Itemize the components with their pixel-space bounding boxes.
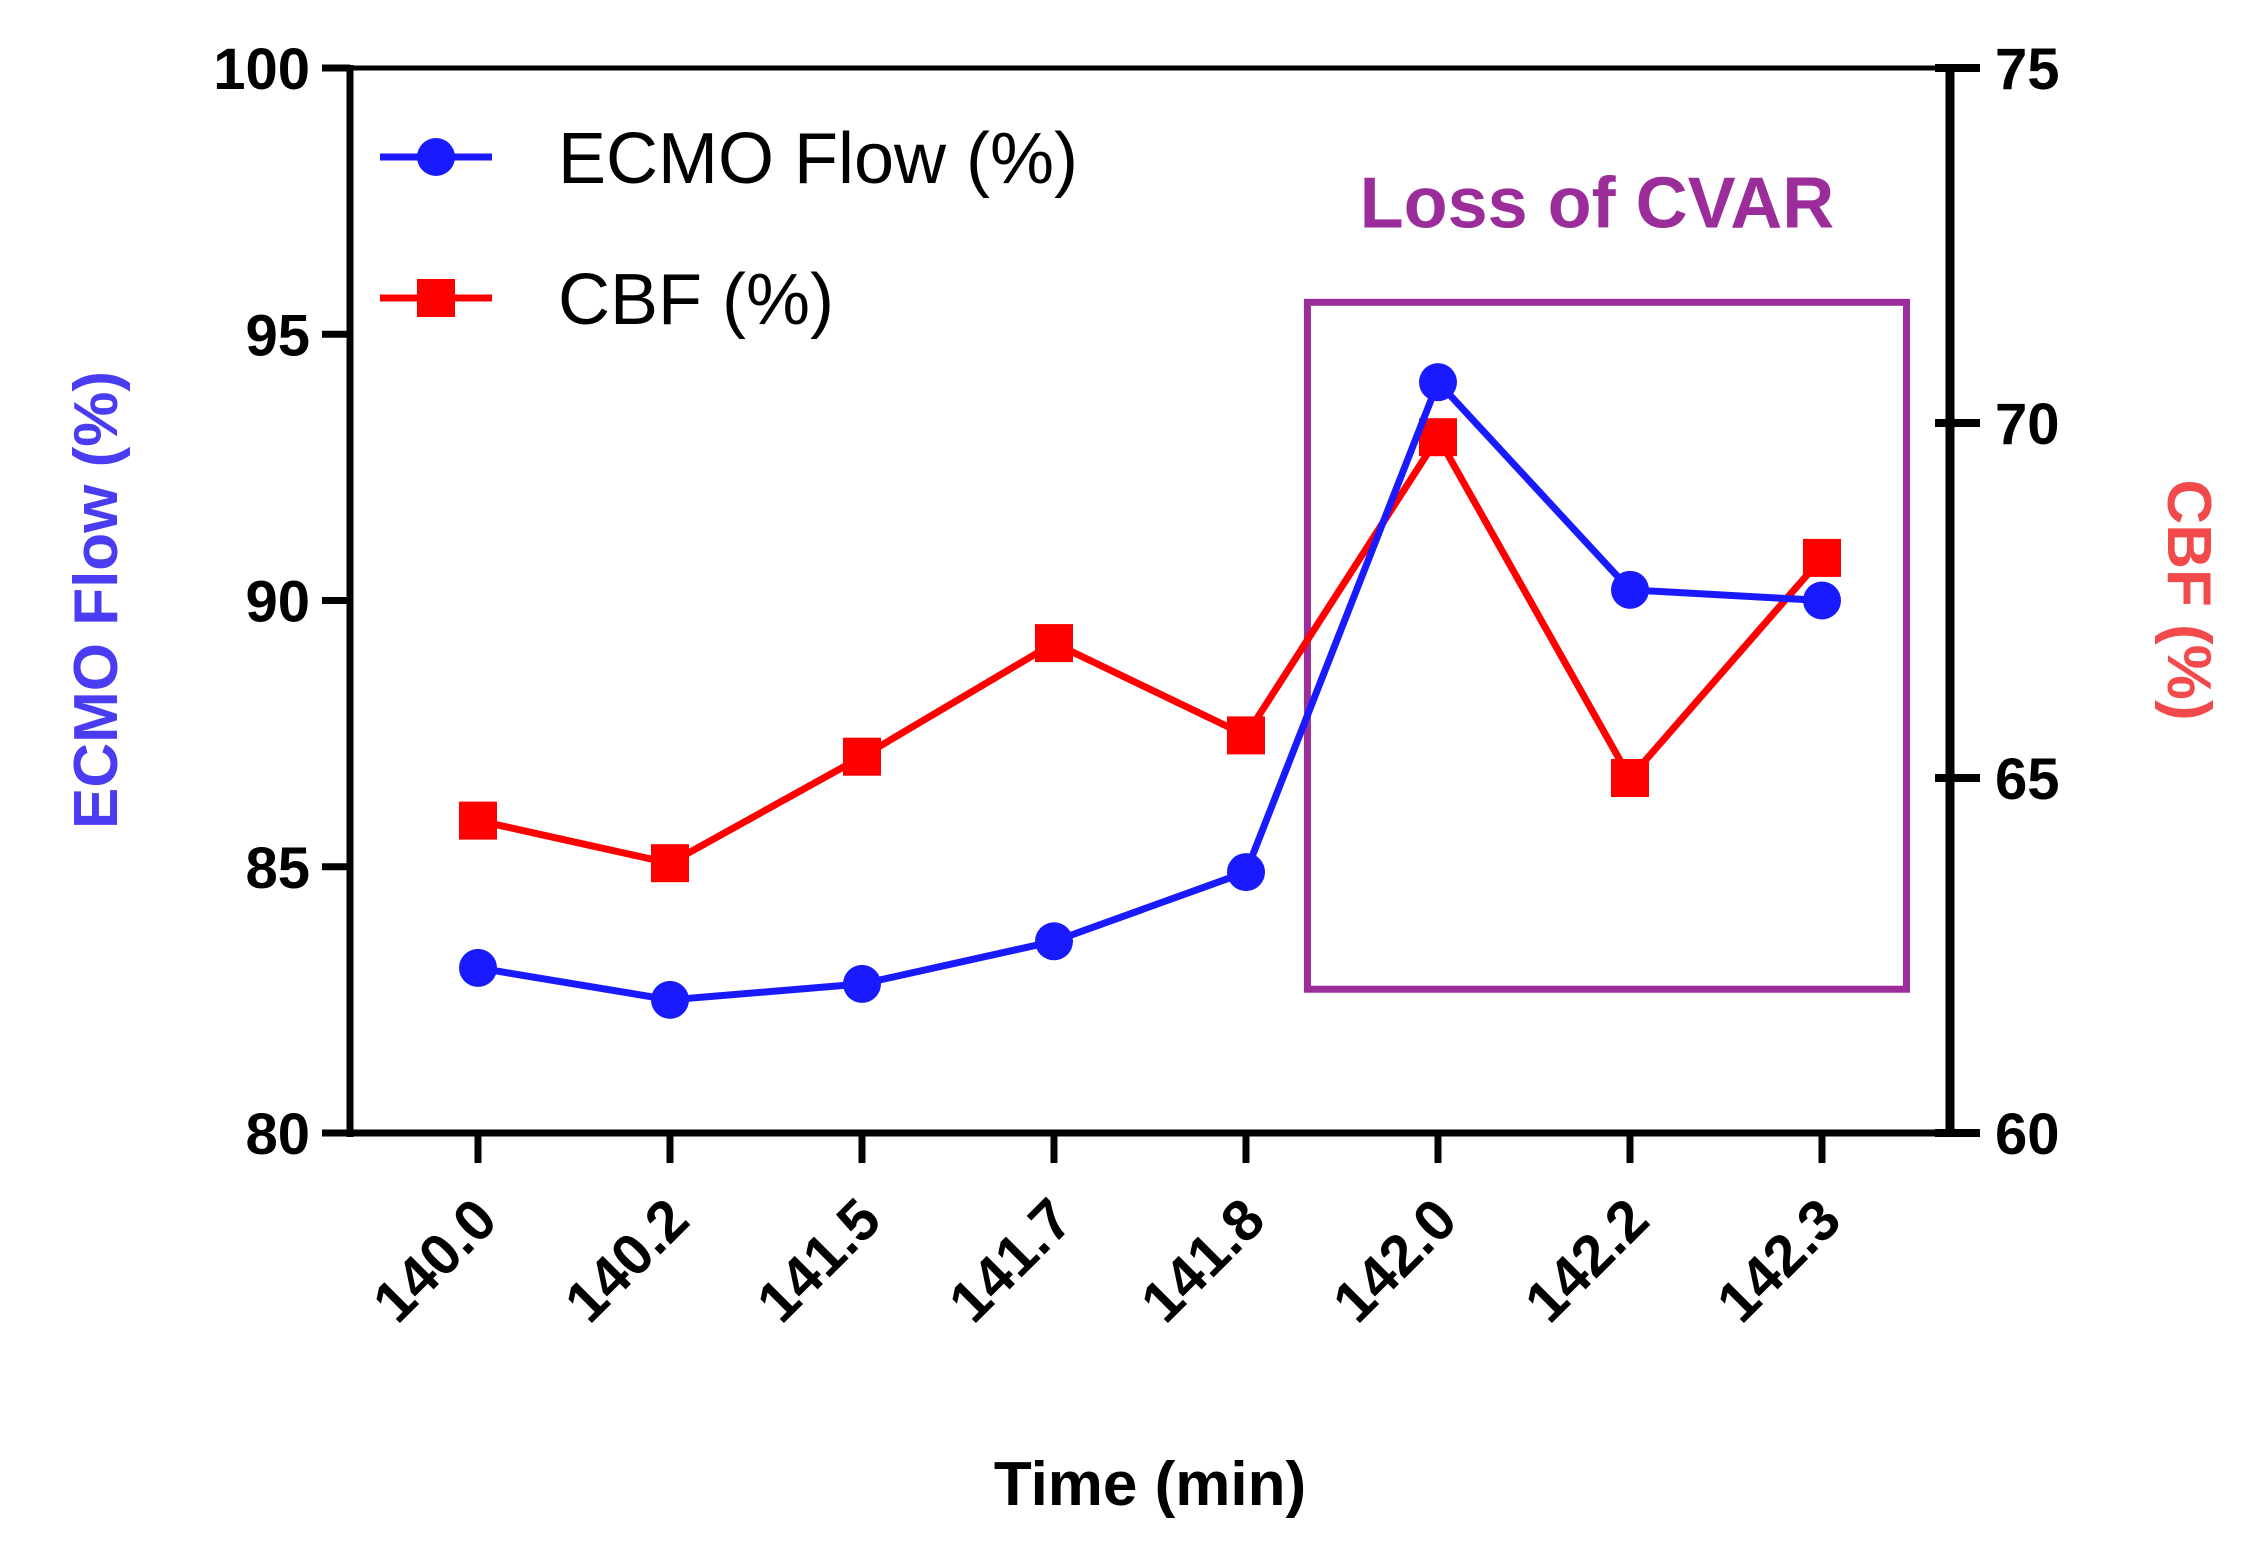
- x-tick-label: 140.0: [361, 1186, 510, 1335]
- x-tick-label: 142.3: [1705, 1186, 1854, 1335]
- legend-ecmo-label: ECMO Flow (%): [558, 119, 1078, 199]
- cbf-point: [843, 737, 881, 776]
- ecmo-series-line: [477, 375, 1823, 1004]
- y-left-tick-label: 85: [245, 836, 310, 901]
- y-left-tick-label: 90: [245, 570, 310, 635]
- x-tick-label: 141.7: [937, 1186, 1086, 1335]
- x-tick-label: 140.2: [553, 1186, 702, 1335]
- y-left-tick-label: 95: [245, 303, 310, 368]
- y-axis-right-title: CBF (%): [2154, 479, 2223, 720]
- x-tick-label: 142.2: [1513, 1186, 1662, 1335]
- y-left-tick-label: 100: [213, 37, 310, 102]
- ecmo-point: [1803, 581, 1841, 620]
- cbf-series-line: [477, 430, 1825, 867]
- cbf-point: [1035, 624, 1073, 663]
- cbf-point: [1227, 716, 1265, 755]
- legend-ecmo-marker: [417, 138, 455, 176]
- y-axis-left-title: ECMO Flow (%): [62, 371, 131, 829]
- y-right-tick-label: 70: [1995, 392, 2060, 457]
- cvar-loss-box: [1303, 298, 1910, 993]
- cbf-point: [651, 844, 689, 883]
- ecmo-point: [843, 964, 881, 1003]
- legend-cbf-label: CBF (%): [558, 260, 834, 340]
- y-right-tick-label: 75: [1995, 37, 2060, 102]
- cbf-point: [1419, 418, 1457, 457]
- series: [459, 363, 1841, 1019]
- x-axis-title: Time (min): [994, 1450, 1306, 1519]
- cbf-point: [1611, 759, 1649, 797]
- y-right-tick-label: 65: [1995, 747, 2060, 812]
- x-tick-label: 142.0: [1321, 1186, 1470, 1335]
- x-tick-label: 141.8: [1129, 1186, 1278, 1335]
- annotation-label: Loss of CVAR: [1360, 163, 1835, 243]
- ecmo-point: [1611, 570, 1649, 609]
- legend-cbf-marker: [417, 279, 455, 317]
- x-tick-label: 141.5: [745, 1186, 894, 1335]
- cbf-point: [459, 801, 497, 840]
- cbf-point: [1803, 538, 1841, 577]
- legend: ECMO Flow (%) CBF (%): [380, 119, 1078, 340]
- y-right-tick-label: 60: [1995, 1102, 2060, 1167]
- ecmo-point: [459, 948, 497, 987]
- ecmo-point: [1227, 853, 1265, 892]
- ecmo-point: [1419, 363, 1457, 402]
- ecmo-point: [1035, 922, 1073, 961]
- ecmo-point: [651, 980, 689, 1019]
- y-left-tick-label: 80: [245, 1102, 310, 1167]
